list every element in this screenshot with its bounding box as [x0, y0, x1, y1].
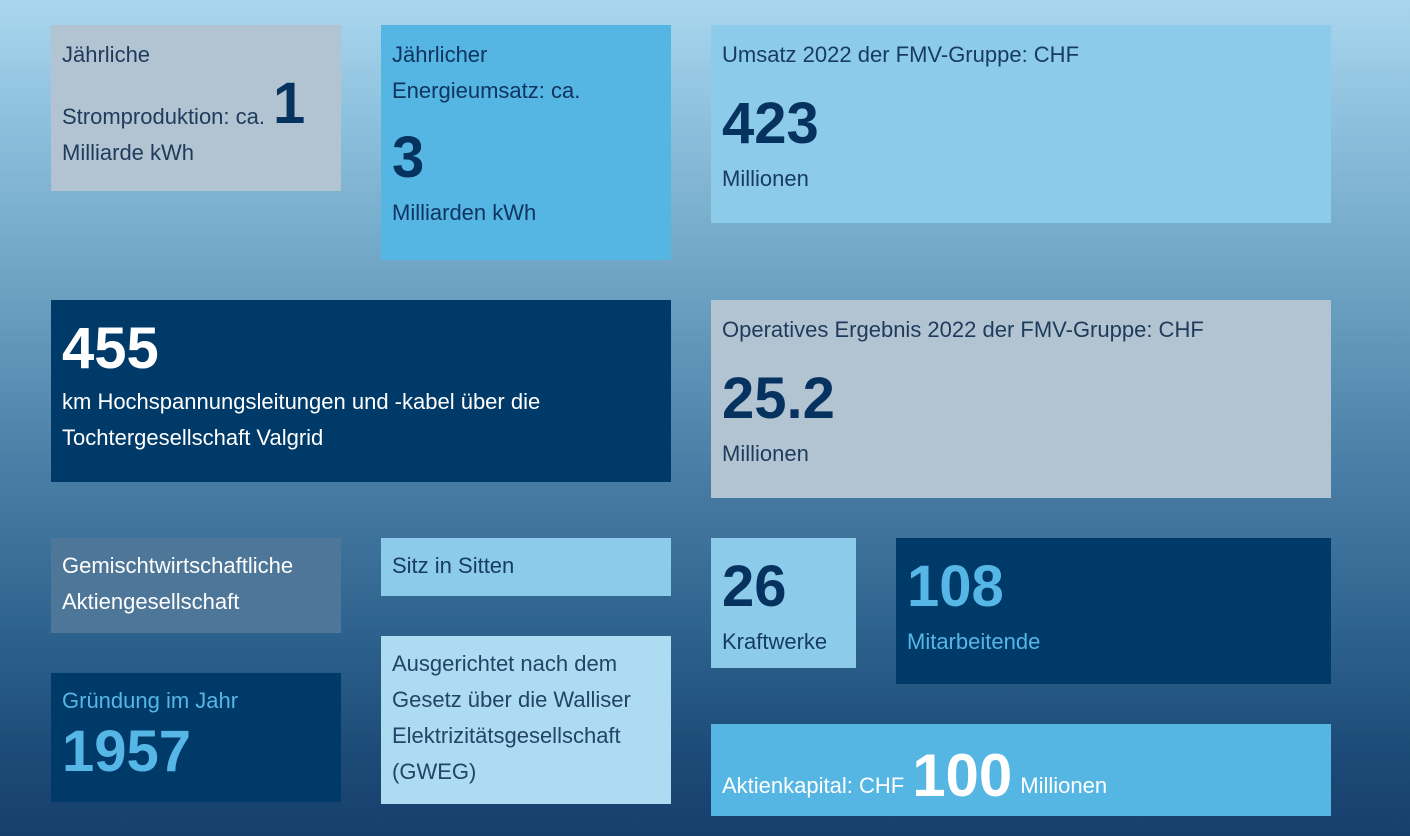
- lines-label-line2: Tochtergesellschaft Valgrid: [62, 425, 324, 451]
- founded-value: 1957: [62, 719, 192, 785]
- capital-value: 100: [912, 742, 1013, 809]
- founded-label: Gründung im Jahr: [62, 688, 239, 713]
- law-line2: Gesetz über die Walliser: [392, 687, 631, 713]
- tile-founded: Gründung im Jahr 1957: [51, 673, 341, 802]
- energy-label-line2: Energieumsatz: ca.: [392, 78, 581, 104]
- tile-high-voltage-lines: 455 km Hochspannungsleitungen und -kabel…: [51, 300, 671, 482]
- energy-label-line1: Jährlicher: [392, 42, 488, 67]
- tile-law: Ausgerichtet nach dem Gesetz über die Wa…: [381, 636, 671, 804]
- company-type-line1: Gemischtwirtschaftliche: [62, 553, 294, 578]
- energy-unit: Milliarden kWh: [392, 200, 537, 226]
- lines-label-line1: km Hochspannungsleitungen und -kabel übe…: [62, 389, 541, 414]
- tile-annual-power-production: Jährliche Stromproduktion: ca. 1 Milliar…: [51, 25, 341, 191]
- revenue-label: Umsatz 2022 der FMV-Gruppe: CHF: [722, 42, 1080, 67]
- employees-value: 108: [907, 554, 1004, 619]
- tile-share-capital: Aktienkapital: CHF 100 Millionen: [711, 724, 1331, 816]
- power-value: 1: [272, 71, 306, 137]
- revenue-value: 423: [722, 91, 819, 157]
- tile-seat: Sitz in Sitten: [381, 538, 671, 596]
- plants-value: 26: [722, 554, 787, 619]
- revenue-unit: Millionen: [722, 166, 809, 192]
- law-line4: (GWEG): [392, 759, 477, 785]
- tile-operating-result-2022: Operatives Ergebnis 2022 der FMV-Gruppe:…: [711, 300, 1331, 498]
- law-line3: Elektrizitätsgesellschaft: [392, 723, 621, 749]
- law-line1: Ausgerichtet nach dem: [392, 651, 618, 676]
- tile-revenue-2022: Umsatz 2022 der FMV-Gruppe: CHF 423 Mill…: [711, 25, 1331, 223]
- plants-unit: Kraftwerke: [722, 629, 828, 654]
- power-unit: Milliarde kWh: [62, 140, 195, 166]
- employees-unit: Mitarbeitende: [907, 629, 1041, 654]
- operating-unit: Millionen: [722, 441, 809, 467]
- power-label: Stromproduktion: ca.: [62, 104, 265, 129]
- energy-value: 3: [392, 125, 425, 191]
- company-type-line2: Aktiengesellschaft: [62, 589, 240, 615]
- tile-power-plants: 26 Kraftwerke: [711, 538, 856, 668]
- operating-label: Operatives Ergebnis 2022 der FMV-Gruppe:…: [722, 317, 1204, 342]
- tile-annual-energy-turnover: Jährlicher Energieumsatz: ca. 3 Milliard…: [381, 25, 671, 260]
- power-prefix: Jährliche: [62, 42, 151, 67]
- seat-label: Sitz in Sitten: [392, 553, 515, 578]
- lines-value: 455: [62, 316, 159, 381]
- tile-company-type: Gemischtwirtschaftliche Aktiengesellscha…: [51, 538, 341, 633]
- tile-employees: 108 Mitarbeitende: [896, 538, 1331, 684]
- capital-unit: Millionen: [1020, 772, 1108, 798]
- operating-value: 25.2: [722, 366, 835, 432]
- capital-label: Aktienkapital: CHF: [722, 772, 905, 798]
